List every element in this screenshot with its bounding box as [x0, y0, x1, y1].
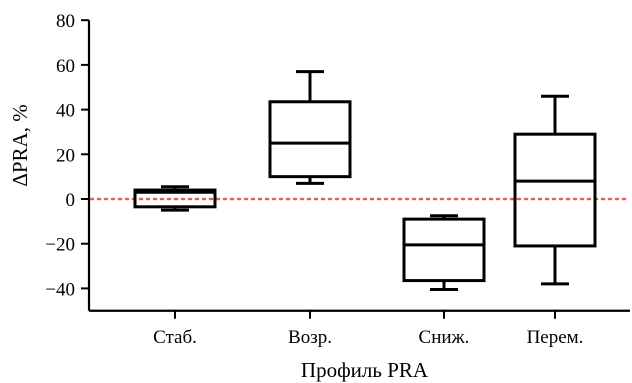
x-axis-title: Профиль PRA	[301, 358, 429, 382]
box-1	[133, 185, 217, 212]
x-tick-label: Перем.	[527, 327, 584, 348]
y-tick-label: 60	[56, 56, 75, 77]
box-iqr	[402, 217, 486, 283]
box-3	[402, 214, 486, 292]
axis-labels-group: Профиль PRA ΔPRA, %	[8, 104, 429, 382]
box-iqr	[133, 188, 217, 209]
boxes-group	[133, 70, 597, 292]
y-axis-title: ΔPRA, %	[8, 104, 32, 186]
axes: −40 −20 0 20 40 60 80 Стаб. Возр. Сниж. Перем.	[45, 11, 630, 348]
box-iqr	[268, 100, 352, 179]
box-iqr	[513, 132, 597, 248]
box-2	[268, 70, 352, 185]
x-tick-label: Стаб.	[153, 327, 197, 348]
y-tick-label: 0	[66, 190, 76, 211]
x-tick-label: Возр.	[288, 327, 332, 348]
y-tick-label: −40	[45, 279, 75, 300]
y-tick-label: −20	[45, 235, 75, 256]
x-tick-label: Сниж.	[419, 327, 470, 348]
y-tick-label: 40	[56, 101, 75, 122]
y-tick-label: 80	[56, 11, 75, 32]
y-tick-label: 20	[56, 145, 75, 166]
box-4	[513, 94, 597, 286]
